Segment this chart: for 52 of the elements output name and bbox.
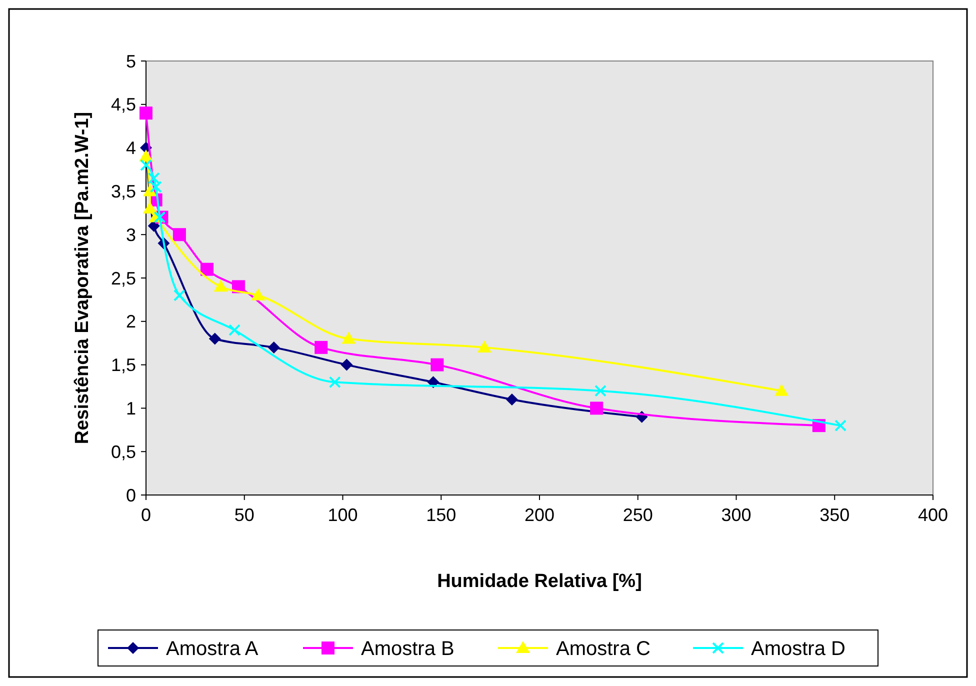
point	[154, 211, 166, 224]
legend-label: Amostra B	[361, 638, 454, 660]
y-tick-label: 1	[126, 398, 136, 418]
x-tick-label: 50	[234, 505, 254, 525]
point	[140, 106, 152, 120]
x-tick-label: 250	[622, 505, 653, 525]
y-tick-label: 1,5	[110, 355, 136, 376]
point	[139, 149, 153, 162]
point	[477, 340, 492, 352]
point	[342, 332, 356, 344]
point	[140, 159, 152, 172]
point	[142, 202, 157, 214]
y-tick-label: 0	[126, 485, 136, 506]
y-tick-label: 3,5	[110, 182, 136, 202]
point	[172, 228, 186, 242]
point	[314, 340, 328, 354]
point	[774, 384, 789, 396]
point	[148, 172, 160, 184]
point	[173, 289, 186, 302]
point	[430, 358, 444, 372]
y-tick-label: 3	[126, 224, 136, 245]
y-tick-label: 4	[126, 138, 136, 158]
y-tick-label: 4,5	[110, 94, 136, 115]
point	[340, 358, 353, 371]
legend-label: Amostra C	[556, 638, 650, 660]
y-tick-label: 2	[126, 312, 136, 332]
x-tick-label: 0	[140, 505, 152, 525]
x-tick-label: 300	[721, 505, 752, 525]
point	[834, 420, 847, 432]
legend-label: Amostra D	[751, 638, 846, 660]
y-tick-label: 5	[126, 51, 136, 72]
x-tick-label: 100	[328, 505, 358, 525]
x-tick-label: 150	[426, 505, 456, 525]
point	[200, 262, 214, 276]
point	[506, 394, 518, 406]
point	[328, 376, 341, 388]
point	[208, 332, 221, 345]
y-tick-label: 0,5	[110, 442, 136, 462]
point	[594, 384, 606, 397]
x-tick-label: 200	[524, 505, 555, 525]
x-tick-label: 400	[918, 505, 948, 525]
y-tick-label: 2,5	[110, 268, 136, 288]
point	[228, 324, 241, 336]
x-axis-title: Humidade Relativa [%]	[437, 571, 642, 592]
point	[251, 288, 266, 300]
point	[150, 180, 162, 193]
point	[268, 341, 280, 354]
x-tick-label: 350	[820, 505, 850, 525]
legend-label: Amostra A	[166, 638, 259, 660]
point	[214, 280, 228, 292]
point	[590, 402, 604, 415]
y-axis-title: Resistência Evaporativa [Pa.m2.W-1]	[72, 112, 93, 444]
